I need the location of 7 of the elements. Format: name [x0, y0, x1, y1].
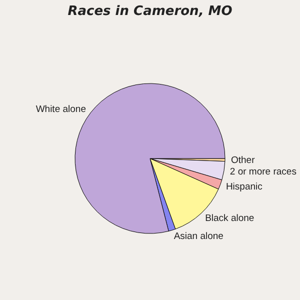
slice-label: 2 or more races	[230, 166, 297, 178]
slice-label: White alone	[36, 104, 86, 115]
chart-title: Races in Cameron, MO	[68, 4, 232, 19]
slice-label: Hispanic	[226, 182, 263, 193]
slice-label: Asian alone	[174, 230, 224, 242]
slice-label: Black alone	[205, 212, 254, 224]
slice-label: Other	[230, 155, 255, 166]
